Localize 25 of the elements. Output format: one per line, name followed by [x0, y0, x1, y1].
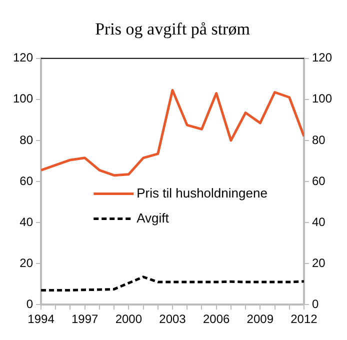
y2-tick-label: 60 [312, 174, 326, 188]
x-tick-label: 2000 [115, 312, 142, 326]
y2-tick-label: 20 [312, 256, 326, 270]
y-tick-label: 20 [20, 256, 34, 270]
legend-label: Avgift [136, 210, 170, 226]
y-tick-label: 120 [12, 50, 34, 65]
y-tick-label: 80 [20, 132, 34, 147]
y2-tick-label: 40 [312, 214, 326, 229]
legend-label: Pris til husholdningene [136, 185, 268, 200]
x-tick-label: 2009 [246, 312, 274, 326]
y-tick-label: 60 [20, 174, 34, 188]
x-tick-label: 1994 [28, 312, 55, 326]
x-tick-label: 2006 [202, 312, 230, 326]
y2-tick-label: 80 [312, 132, 326, 147]
y2-tick-label: 120 [312, 50, 332, 65]
line-series [41, 276, 304, 292]
chart-title: Pris og avgift på strøm [95, 20, 250, 39]
x-tick-label: 2003 [159, 312, 186, 326]
y2-tick-label: 0 [312, 296, 319, 311]
y-tick-label: 0 [26, 296, 34, 311]
y-tick-label: 100 [12, 92, 34, 106]
x-tick-label: 2012 [290, 312, 318, 326]
x-tick-label: 1997 [71, 312, 99, 326]
y-tick-label: 40 [20, 214, 34, 229]
y2-tick-label: 100 [312, 92, 332, 106]
